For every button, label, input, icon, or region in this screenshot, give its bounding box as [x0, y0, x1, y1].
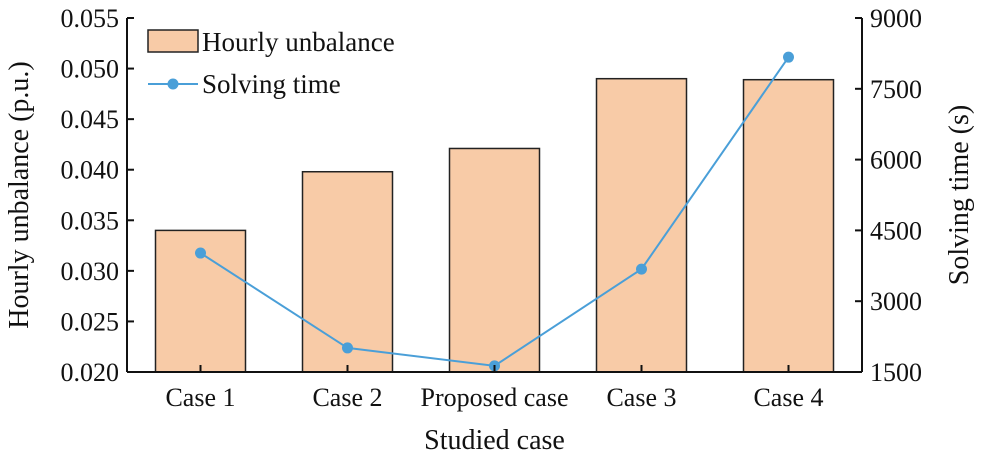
x-tick-label: Case 2	[312, 383, 382, 412]
y-tick-label: 0.030	[61, 257, 120, 286]
legend: Hourly unbalance Solving time	[147, 27, 395, 99]
y2-tick-label: 4500	[870, 216, 922, 245]
x-tick-label: Case 3	[606, 383, 676, 412]
legend-marker-line	[167, 78, 179, 90]
x-axis-title: Studied case	[424, 425, 565, 456]
y2-tick-label: 6000	[870, 146, 922, 175]
bar-3	[448, 147, 541, 373]
line-point-1	[195, 247, 206, 259]
x-tick-label: Case 4	[753, 383, 823, 412]
y2-tick-label: 9000	[870, 4, 922, 33]
bar-series	[154, 77, 835, 373]
x-tick-label: Case 1	[165, 383, 235, 412]
y2-tick-label: 3000	[870, 287, 922, 316]
legend-label-bar: Hourly unbalance	[202, 27, 395, 57]
bar-2	[301, 170, 394, 373]
y-tick-label: 0.035	[61, 206, 120, 235]
legend-swatch-bar	[147, 29, 199, 53]
bar-5	[742, 78, 835, 373]
y-tick-label: 0.050	[61, 55, 120, 84]
line-point-2	[342, 342, 353, 354]
y2-tick-label: 7500	[870, 75, 922, 104]
axes: 0.020 0.025 0.030 0.035 0.040 0.045 0.050 0.055…	[61, 4, 923, 412]
y-axis-title: Hourly unbalance (p.u.)	[4, 61, 35, 328]
y-tick-label: 0.025	[61, 307, 120, 336]
legend-label-line: Solving time	[202, 69, 341, 99]
y-tick-label: 0.020	[61, 358, 120, 387]
y-tick-label: 0.045	[61, 105, 120, 134]
x-tick-label: Proposed case	[420, 383, 568, 412]
y-tick-label: 0.040	[61, 156, 120, 185]
y2-axis-title: Solving time (s)	[944, 105, 975, 285]
y2-tick-label: 1500	[870, 358, 922, 387]
line-point-5	[783, 51, 794, 63]
line-point-4	[636, 263, 647, 275]
y-tick-label: 0.055	[61, 4, 120, 33]
